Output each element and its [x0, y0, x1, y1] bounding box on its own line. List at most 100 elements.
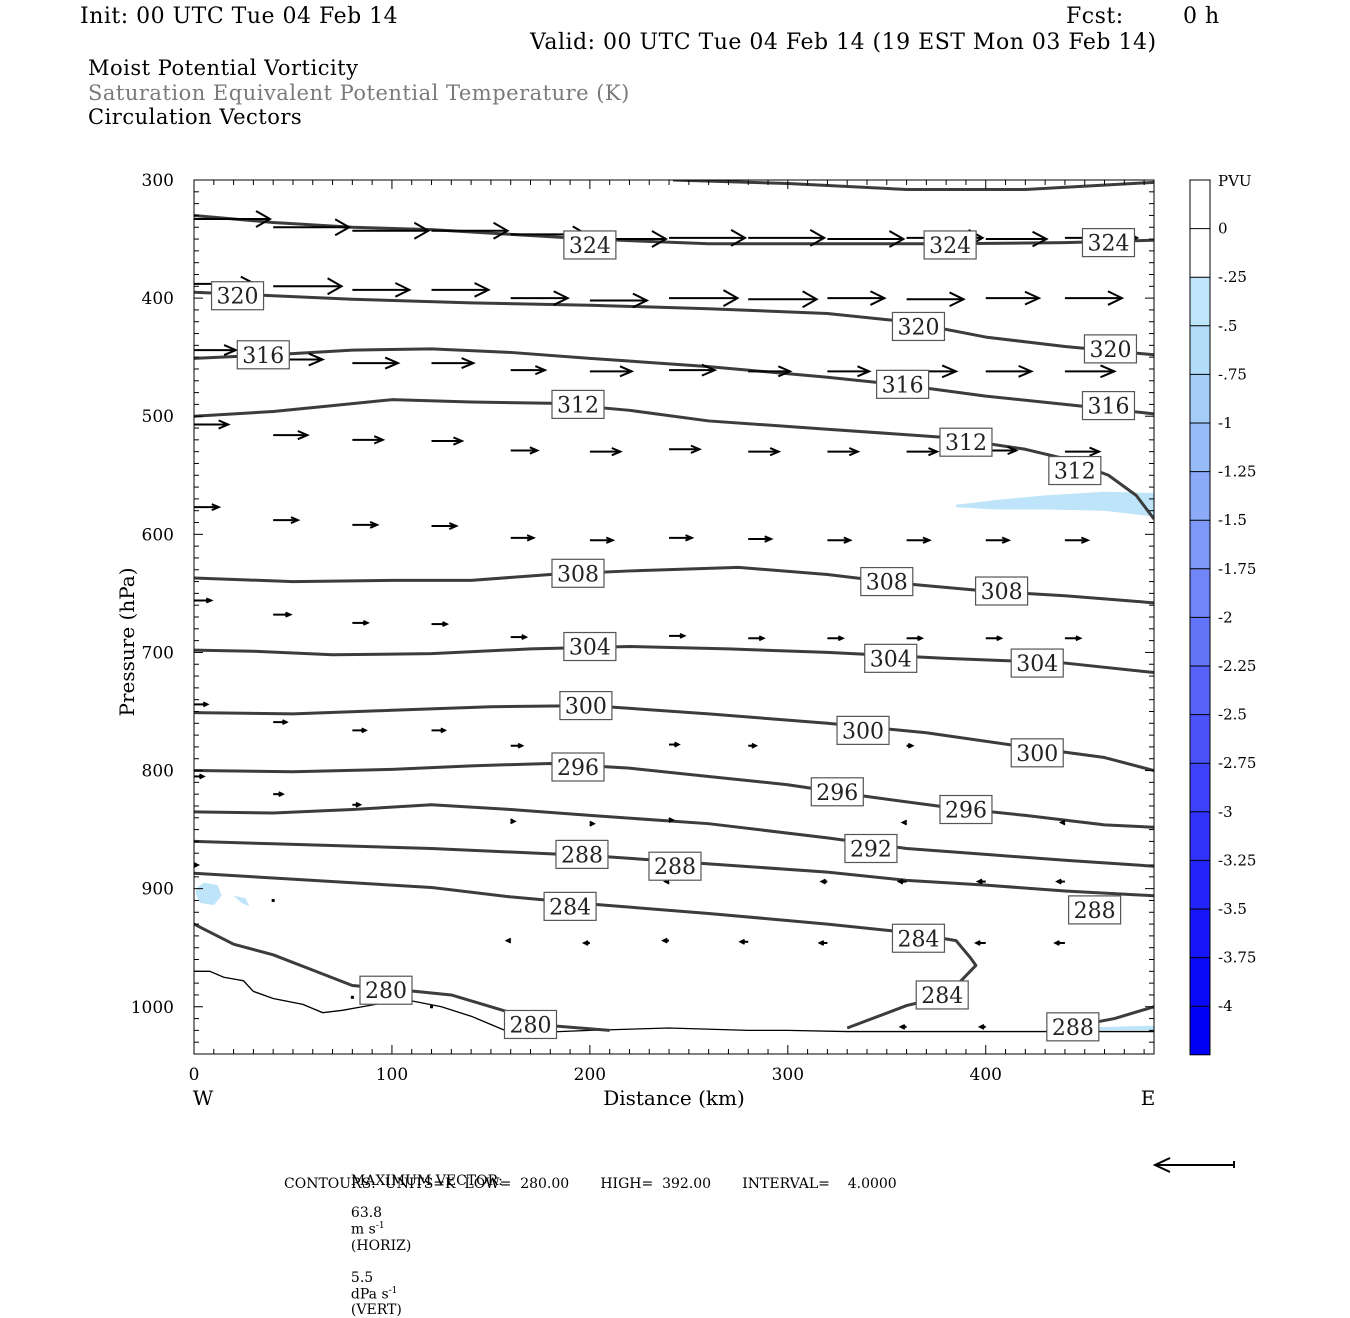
circulation-vector: [194, 773, 206, 780]
circulation-vector: [669, 444, 702, 454]
max-vert-value: 5.5: [350, 1269, 374, 1286]
colorbar-segment: [1190, 763, 1210, 812]
circulation-vector: [589, 820, 596, 827]
circulation-vector: [827, 290, 887, 306]
circulation-vector: [896, 878, 907, 885]
vector-head: [758, 635, 766, 642]
contour-label-text: 292: [850, 837, 892, 862]
x-tick-label: 200: [574, 1065, 606, 1085]
contour-label: 320: [1083, 334, 1138, 364]
contour-line-300: [194, 704, 1154, 772]
contour-label-text: 296: [557, 756, 599, 781]
vector-head: [297, 430, 310, 441]
contours-info: CONTOURS: UNITS=K LOW= 280.00 HIGH= 392.…: [284, 1176, 897, 1192]
contour-label: 284: [543, 891, 597, 921]
max-horiz-tag: (HORIZ): [350, 1237, 412, 1254]
contour-label-text: 280: [509, 1013, 551, 1038]
contour-label-text: 320: [217, 285, 259, 310]
vector-head: [928, 447, 940, 457]
vector-head: [898, 1023, 906, 1030]
contour-label-box: [1046, 1012, 1100, 1042]
vector-head: [857, 365, 872, 378]
title-vectors: Circulation Vectors: [88, 105, 303, 129]
circulation-vector: [669, 632, 687, 639]
vector-head: [581, 940, 589, 946]
colorbar-tick-label: -1.75: [1218, 560, 1256, 578]
reference-vector: [1152, 1157, 1235, 1173]
contour-label-text: 288: [654, 855, 696, 880]
circulation-vector: [898, 1023, 907, 1030]
vector-head: [453, 436, 465, 446]
vector-head: [685, 534, 695, 542]
vector-head: [661, 937, 668, 944]
vector-head: [632, 292, 650, 309]
circulation-vector: [827, 230, 906, 248]
vector-head: [977, 1023, 985, 1030]
vector-head: [738, 938, 746, 945]
circulation-vector: [738, 938, 749, 945]
vector-head: [605, 536, 616, 544]
contour-label-box: [844, 833, 898, 864]
contour-label: 308: [974, 576, 1029, 606]
contour-label-text: 304: [1016, 652, 1058, 677]
colorbar-segment: [1190, 811, 1210, 861]
circulation-vector: [271, 898, 275, 902]
vector-head: [1018, 364, 1034, 378]
contour-label-text: 316: [1087, 395, 1129, 420]
vector-head: [510, 818, 517, 825]
contour-label-box: [1068, 895, 1122, 925]
colorbar-segment: [1190, 423, 1210, 472]
contour-label-text: 304: [569, 636, 611, 661]
vector-head: [1001, 536, 1012, 544]
circulation-vector: [985, 536, 1012, 544]
contour-label-box: [923, 230, 977, 260]
mpv-region: [956, 491, 1154, 517]
y-tick-label: 300: [142, 171, 174, 191]
contour-label-text: 304: [870, 647, 912, 672]
circulation-vector: [748, 447, 782, 457]
circulation-vector: [827, 447, 861, 457]
contour-line-292: [194, 803, 1154, 868]
contour-label: 280: [503, 1009, 558, 1040]
contour-label-box: [915, 980, 969, 1010]
colorbar-tick-label: -2.5: [1218, 706, 1247, 724]
circulation-vector: [352, 620, 370, 626]
x-axis-title: Distance (km): [603, 1086, 745, 1110]
contour-label: 308: [551, 558, 605, 588]
contour-label-text: 284: [897, 927, 939, 952]
circulation-vector: [1064, 290, 1125, 306]
circulation-vector: [589, 536, 616, 544]
circulation-vector: [985, 635, 1004, 642]
vector-head: [690, 444, 702, 454]
contour-label: 296: [939, 794, 993, 825]
vector-head: [974, 940, 981, 946]
contour-label: 316: [236, 340, 290, 370]
contour-label-box: [939, 794, 993, 825]
contour-label-box: [1010, 648, 1064, 678]
circulation-vector: [748, 535, 774, 543]
circulation-vector: [589, 292, 650, 309]
vector-head: [1107, 290, 1125, 306]
vector-head: [679, 632, 687, 639]
max-horiz-value: 63.8: [350, 1205, 383, 1221]
circulation-vector: [985, 364, 1034, 378]
plot-frame: [193, 179, 1155, 1055]
contour-label: 324: [923, 230, 977, 260]
colorbar-segment: [1190, 957, 1210, 1007]
circulation-vector: [906, 635, 925, 642]
contour-line-316: [194, 347, 1154, 416]
contour-label-text: 308: [981, 580, 1023, 605]
circulation-vector: [748, 229, 827, 247]
vector-head: [701, 363, 718, 377]
circulation-vector: [669, 229, 748, 247]
vector-head: [730, 229, 748, 247]
circulation-vector: [661, 937, 670, 944]
contour-label-box: [503, 1009, 558, 1040]
colorbar: PVU 0 -.25 -.5 -.75 -1 -1.25 -1.5 -1.75 -2 -2.25 -2…: [1189, 172, 1256, 1056]
contour-label: 284: [915, 980, 969, 1010]
contour-label: 296: [810, 777, 864, 807]
contour-label: 312: [1048, 455, 1102, 486]
contour-label-box: [359, 975, 413, 1005]
contour-label-text: 312: [945, 431, 987, 456]
mpv-region: [195, 882, 222, 906]
